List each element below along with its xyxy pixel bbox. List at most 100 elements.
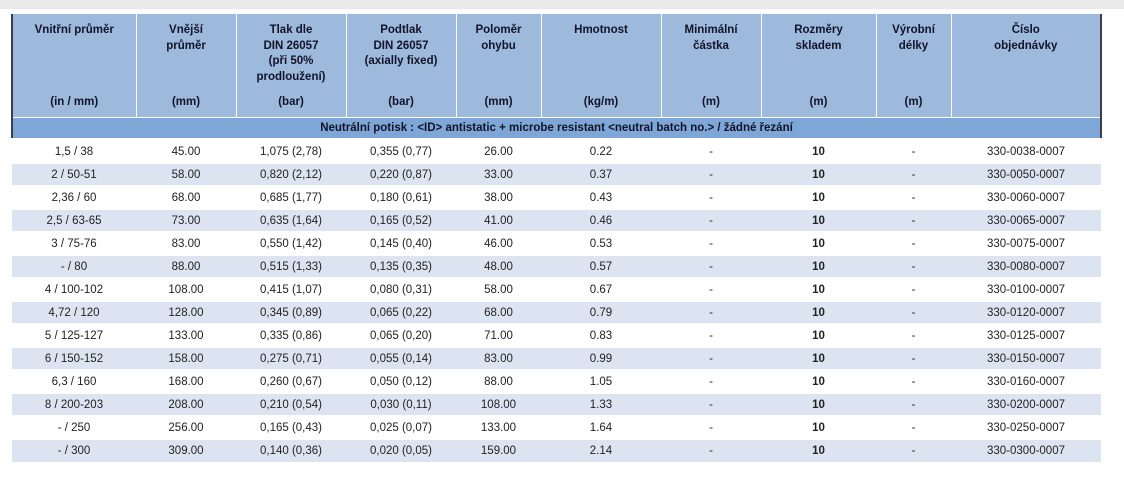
unit-minimum-quantity: (m) xyxy=(660,93,761,117)
table-cell: 3 / 75-76 xyxy=(12,231,136,255)
table-cell: 0,275 (0,71) xyxy=(236,346,346,370)
table-cell: 0,260 (0,67) xyxy=(236,369,346,393)
table-cell: 0,415 (1,07) xyxy=(236,277,346,301)
table-row: 3 / 75-76 83.00 0,550 (1,42) 0,145 (0,40) 46… xyxy=(12,231,1101,255)
table-cell: 10 xyxy=(761,277,876,301)
table-cell: 88.00 xyxy=(136,254,236,278)
table-cell: 0,180 (0,61) xyxy=(346,185,456,209)
table-cell: 0,165 (0,52) xyxy=(346,208,456,232)
table-cell: 71.00 xyxy=(456,323,541,347)
table-cell: 133.00 xyxy=(136,323,236,347)
table-cell: 4,72 / 120 xyxy=(12,300,136,324)
table-cell: 10 xyxy=(761,392,876,416)
table-cell: 41.00 xyxy=(456,208,541,232)
table-cell: 158.00 xyxy=(136,346,236,370)
unit-vacuum: (bar) xyxy=(345,93,456,117)
table-cell: 330-0065-0007 xyxy=(951,208,1101,232)
table-row: 4,72 / 120 128.00 0,345 (0,89) 0,065 (0,22)… xyxy=(12,300,1101,324)
table-cell: 0,345 (0,89) xyxy=(236,300,346,324)
table-cell: 10 xyxy=(761,208,876,232)
table-row: 4 / 100-102 108.00 0,415 (1,07) 0,080 (0,31… xyxy=(12,277,1101,301)
table-row: - / 300 309.00 0,140 (0,36) 0,020 (0,05) 159… xyxy=(12,438,1101,462)
table-cell: 0,165 (0,43) xyxy=(236,415,346,439)
table-cell: - / 80 xyxy=(12,254,136,278)
table-cell: 330-0120-0007 xyxy=(951,300,1101,324)
table-cell: - xyxy=(661,369,761,393)
table-cell: 0,820 (2,12) xyxy=(236,162,346,186)
table-cell: 0,685 (1,77) xyxy=(236,185,346,209)
table-cell: 0.37 xyxy=(541,162,661,186)
table-row: 5 / 125-127 133.00 0,335 (0,86) 0,065 (0,20… xyxy=(12,323,1101,347)
table-row: 2 / 50-51 58.00 0,820 (2,12) 0,220 (0,87) 33… xyxy=(12,162,1101,186)
table-cell: 0,065 (0,22) xyxy=(346,300,456,324)
table-cell: 128.00 xyxy=(136,300,236,324)
table-cell: 330-0250-0007 xyxy=(951,415,1101,439)
table-cell: 0.43 xyxy=(541,185,661,209)
table-cell: 48.00 xyxy=(456,254,541,278)
table-cell: 330-0038-0007 xyxy=(951,138,1101,163)
table-cell: 330-0050-0007 xyxy=(951,162,1101,186)
table-cell: 330-0060-0007 xyxy=(951,185,1101,209)
table-cell: 330-0200-0007 xyxy=(951,392,1101,416)
table-cell: 1.05 xyxy=(541,369,661,393)
table-row: 1,5 / 38 45.00 1,075 (2,78) 0,355 (0,77) 26.… xyxy=(12,138,1101,163)
table-cell: - xyxy=(876,162,951,186)
table-cell: 2.14 xyxy=(541,438,661,462)
table-cell: 0,050 (0,12) xyxy=(346,369,456,393)
table-cell: 10 xyxy=(761,415,876,439)
header-label-row: Vnitřní průměr Vnější průměr Tlak dle DI… xyxy=(11,14,1102,93)
unit-pressure: (bar) xyxy=(235,93,346,117)
table-cell: 0,055 (0,14) xyxy=(346,346,456,370)
table-cell: 1,5 / 38 xyxy=(12,138,136,163)
unit-stock-dimensions: (m) xyxy=(760,93,876,117)
table-row: 6 / 150-152 158.00 0,275 (0,71) 0,055 (0,14… xyxy=(12,346,1101,370)
unit-bend-radius: (mm) xyxy=(455,93,541,117)
catalog-page: Vnitřní průměr Vnější průměr Tlak dle DI… xyxy=(0,0,1124,462)
table-cell: - xyxy=(661,185,761,209)
table-cell: 0,220 (0,87) xyxy=(346,162,456,186)
table-cell: - xyxy=(876,254,951,278)
product-spec-table: Vnitřní průměr Vnější průměr Tlak dle DI… xyxy=(11,14,1102,462)
table-cell: 1,075 (2,78) xyxy=(236,138,346,163)
table-cell: 10 xyxy=(761,369,876,393)
col-header-minimum-quantity: Minimální částka xyxy=(660,14,761,93)
table-cell: - xyxy=(661,438,761,462)
table-cell: 168.00 xyxy=(136,369,236,393)
table-cell: 330-0100-0007 xyxy=(951,277,1101,301)
table-cell: 0,080 (0,31) xyxy=(346,277,456,301)
unit-production-lengths: (m) xyxy=(875,93,951,117)
unit-weight: (kg/m) xyxy=(540,93,661,117)
table-row: - / 80 88.00 0,515 (1,33) 0,135 (0,35) 48.00… xyxy=(12,254,1101,278)
table-cell: 0,030 (0,11) xyxy=(346,392,456,416)
table-cell: 330-0080-0007 xyxy=(951,254,1101,278)
table-cell: - xyxy=(661,323,761,347)
table-cell: 46.00 xyxy=(456,231,541,255)
table-cell: 38.00 xyxy=(456,185,541,209)
table-cell: 88.00 xyxy=(456,369,541,393)
col-header-stock-dimensions: Rozměry skladem xyxy=(760,14,876,93)
table-row: 2,36 / 60 68.00 0,685 (1,77) 0,180 (0,61) 38… xyxy=(12,185,1101,209)
table-cell: 0,210 (0,54) xyxy=(236,392,346,416)
table-cell: - xyxy=(661,392,761,416)
table-cell: - xyxy=(661,254,761,278)
table-cell: 0,550 (1,42) xyxy=(236,231,346,255)
table-cell: - xyxy=(876,415,951,439)
table-cell: 10 xyxy=(761,231,876,255)
table-cell: 8 / 200-203 xyxy=(12,392,136,416)
table-cell: - / 250 xyxy=(12,415,136,439)
table-cell: - xyxy=(661,415,761,439)
table-cell: 26.00 xyxy=(456,138,541,163)
table-row: 2,5 / 63-65 73.00 0,635 (1,64) 0,165 (0,52)… xyxy=(12,208,1101,232)
table-body: 1,5 / 38 45.00 1,075 (2,78) 0,355 (0,77) 26.… xyxy=(12,138,1101,462)
table-cell: 68.00 xyxy=(136,185,236,209)
table-cell: 6,3 / 160 xyxy=(12,369,136,393)
col-header-order-number: Číslo objednávky xyxy=(950,14,1102,93)
col-header-production-lengths: Výrobní délky xyxy=(875,14,951,93)
table-cell: 83.00 xyxy=(136,231,236,255)
table-cell: 0,140 (0,36) xyxy=(236,438,346,462)
table-cell: 10 xyxy=(761,323,876,347)
table-cell: - xyxy=(876,323,951,347)
table-cell: 2 / 50-51 xyxy=(12,162,136,186)
table-cell: - xyxy=(661,277,761,301)
table-cell: - xyxy=(876,300,951,324)
